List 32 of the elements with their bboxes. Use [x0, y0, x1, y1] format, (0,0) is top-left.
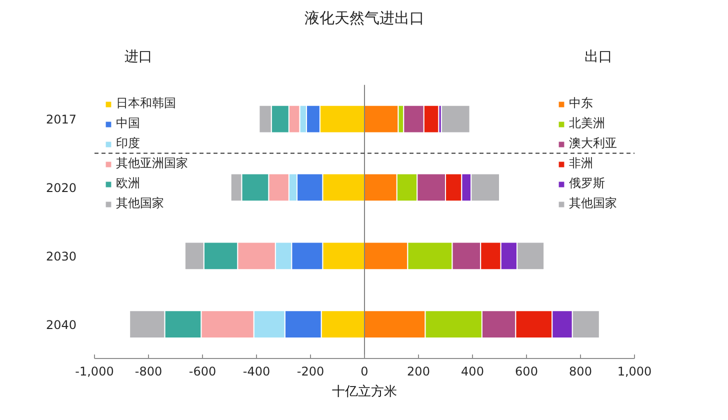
legend-label: 俄罗斯 [569, 175, 605, 192]
x-tick-label: -1,000 [75, 364, 114, 378]
legend-label: 日本和韩国 [116, 95, 176, 112]
x-tick-label: 800 [569, 364, 592, 378]
x-tick-label: -800 [134, 364, 162, 378]
legend-label: 其他亚洲国家 [116, 155, 188, 172]
x-tick-label: 400 [461, 364, 484, 378]
legend-label: 澳大利亚 [569, 135, 617, 152]
y-tick-label: 2030 [46, 249, 77, 264]
text: 进口 [124, 48, 152, 65]
chart-title: 液化天然气进出口 [304, 8, 424, 27]
legend-label: 非洲 [569, 155, 593, 172]
x-tick-label: 1,000 [617, 364, 652, 378]
x-tick-label: -400 [242, 364, 270, 378]
x-tick-label: 200 [407, 364, 430, 378]
legend-label: 其他国家 [116, 195, 164, 212]
legend-label: 北美洲 [569, 115, 605, 132]
x-tick-label: 0 [360, 364, 368, 378]
text: 出口 [584, 48, 612, 65]
y-tick-label: 2040 [46, 318, 77, 332]
x-tick-label: 600 [515, 364, 538, 378]
legend-label: 其他国家 [569, 195, 617, 212]
bar [440, 104, 470, 134]
x-axis-title: 十亿立方米 [332, 384, 397, 400]
legend-label: 中国 [116, 115, 140, 132]
y-tick-label: 2020 [46, 180, 77, 195]
x-tick-label: -200 [296, 364, 324, 378]
y-tick-label: 2017 [46, 112, 77, 127]
x-tick-label: -600 [188, 364, 216, 378]
legend-label: 中东 [569, 95, 593, 112]
legend-label: 欧洲 [116, 175, 140, 192]
legend-label: 印度 [116, 135, 140, 152]
